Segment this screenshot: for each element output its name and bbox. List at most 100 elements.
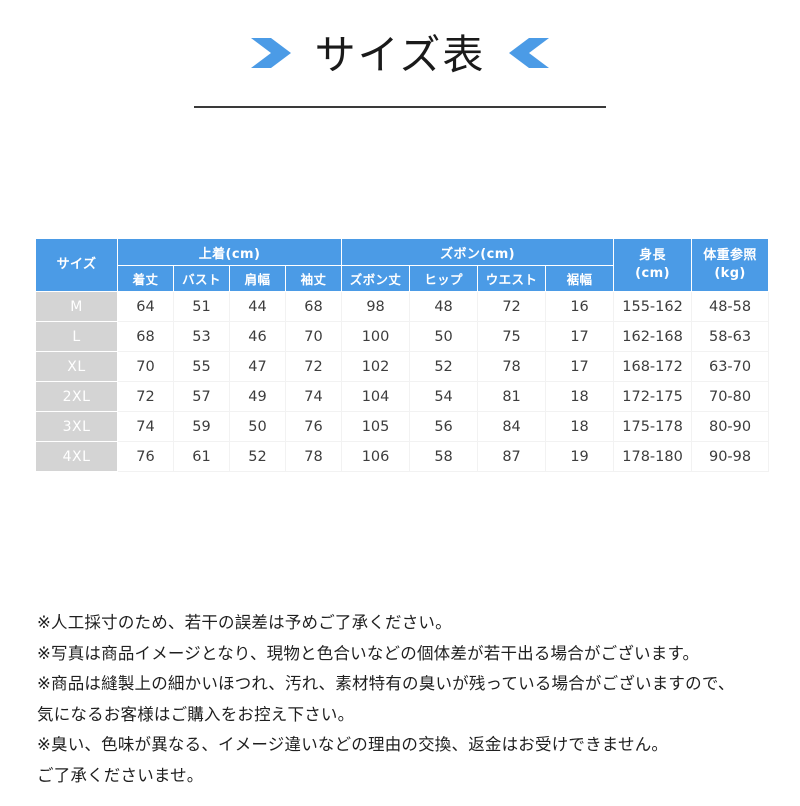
cell: 58 [409, 441, 479, 472]
cell: 18 [545, 381, 615, 412]
cell: 72 [117, 381, 174, 412]
cell: 55 [173, 351, 230, 382]
note-line: ※人工採寸のため、若干の誤差は予めご了承ください。 [37, 613, 452, 632]
table-row: XL 70 55 47 72 102 52 78 17 168-172 63-7… [35, 351, 770, 382]
cell: 68 [284, 291, 343, 322]
cell: 49 [229, 381, 286, 412]
cell: 44 [229, 291, 286, 322]
table-row: L 68 53 46 70 100 50 75 17 162-168 58-63 [35, 321, 770, 352]
note-line: ※商品は縫製上の細かいほつれ、汚れ、素材特有の臭いが残っている場合がございますの… [37, 674, 735, 694]
table-row: 3XL 74 59 50 76 105 56 84 18 175-178 80-… [35, 411, 770, 442]
header-sub-3: 袖丈 [284, 265, 343, 292]
cell: 78 [284, 441, 343, 472]
header-sub-5: ヒップ [409, 265, 479, 292]
cell: 90-98 [691, 441, 770, 472]
row-size-label: M [35, 291, 118, 322]
cell: 162-168 [613, 321, 693, 352]
note-line: ご了承くださいませ。 [37, 765, 204, 785]
cell: 18 [545, 411, 615, 442]
note-line: ※写真は商品イメージとなり、現物と色合いなどの個体差が若干出る場合がございます。 [37, 643, 700, 663]
header-group-bottom: ズボン(cm) [341, 238, 615, 266]
cell: 57 [173, 381, 230, 412]
cell: 51 [173, 291, 230, 322]
cell: 17 [545, 351, 615, 382]
header-sub-2: 肩幅 [229, 265, 286, 292]
cell: 50 [409, 321, 479, 352]
cell: 100 [341, 321, 411, 352]
chevron-right-icon [249, 34, 293, 76]
cell: 63-70 [691, 351, 770, 382]
title-row: サイズ表 [249, 26, 552, 84]
cell: 84 [477, 411, 547, 442]
header-height-line2: (cm) [635, 266, 670, 281]
cell: 72 [284, 351, 343, 382]
row-size-label: 4XL [35, 441, 118, 472]
header-row-group: サイズ 上着(cm) ズボン(cm) 身長 (cm) 体重参照 (kg) [35, 238, 770, 292]
table-row: 4XL 76 61 52 78 106 58 87 19 178-180 90-… [35, 441, 770, 472]
header-weight-line1: 体重参照 [703, 248, 757, 264]
cell: 47 [229, 351, 286, 382]
cell: 175-178 [613, 411, 693, 442]
cell: 72 [477, 291, 547, 322]
cell: 75 [477, 321, 547, 352]
cell: 70 [117, 351, 174, 382]
cell: 76 [117, 441, 174, 472]
table-body: M 64 51 44 68 98 48 72 16 155-162 48-58 … [35, 291, 770, 472]
cell: 178-180 [613, 441, 693, 472]
row-size-label: XL [35, 351, 118, 382]
header-sub-0: 着丈 [117, 265, 174, 292]
title-block: サイズ表 [0, 0, 800, 108]
cell: 155-162 [613, 291, 693, 322]
cell: 19 [545, 441, 615, 472]
page-title: サイズ表 [314, 30, 486, 79]
cell: 81 [477, 381, 547, 412]
table-row: M 64 51 44 68 98 48 72 16 155-162 48-58 [35, 291, 770, 322]
header-height: 身長 (cm) [613, 238, 693, 292]
size-table: サイズ 上着(cm) ズボン(cm) 身長 (cm) 体重参照 (kg) 着丈 … [35, 238, 770, 472]
cell: 102 [341, 351, 411, 382]
header-weight: 体重参照 (kg) [691, 238, 770, 292]
cell: 56 [409, 411, 479, 442]
cell: 76 [284, 411, 343, 442]
cell: 58-63 [691, 321, 770, 352]
cell: 74 [284, 381, 343, 412]
note-line: 気になるお客様はご購入をお控え下さい。 [37, 704, 355, 724]
row-size-label: L [35, 321, 118, 352]
header-sub-6: ウエスト [477, 265, 547, 292]
cell: 172-175 [613, 381, 693, 412]
notes-block: ※人工採寸のため、若干の誤差は予めご了承ください。 ※写真は商品イメージとなり、… [37, 608, 777, 791]
header-sub-7: 裾幅 [545, 265, 615, 292]
cell: 16 [545, 291, 615, 322]
header-size: サイズ [35, 238, 118, 292]
cell: 48 [409, 291, 479, 322]
header-sub-4: ズボン丈 [341, 265, 411, 292]
cell: 74 [117, 411, 174, 442]
header-height-line1: 身長 [639, 248, 666, 264]
cell: 52 [409, 351, 479, 382]
header-group-top: 上着(cm) [116, 238, 343, 266]
cell: 64 [117, 291, 174, 322]
cell: 59 [173, 411, 230, 442]
cell: 70-80 [691, 381, 770, 412]
header-sub-1: バスト [173, 265, 230, 292]
chevron-left-icon [507, 34, 551, 76]
cell: 80-90 [691, 411, 770, 442]
header-weight-line2: (kg) [714, 266, 746, 281]
cell: 46 [229, 321, 286, 352]
cell: 104 [341, 381, 411, 412]
title-divider [194, 106, 606, 108]
cell: 106 [341, 441, 411, 472]
header-row-sub: 着丈 バスト 肩幅 袖丈 ズボン丈 ヒップ ウエスト 裾幅 [36, 265, 769, 292]
size-table-wrapper: サイズ 上着(cm) ズボン(cm) 身長 (cm) 体重参照 (kg) 着丈 … [35, 238, 770, 472]
cell: 78 [477, 351, 547, 382]
row-size-label: 2XL [35, 381, 118, 412]
cell: 87 [477, 441, 547, 472]
row-size-label: 3XL [35, 411, 118, 442]
cell: 70 [284, 321, 343, 352]
cell: 54 [409, 381, 479, 412]
cell: 53 [173, 321, 230, 352]
table-head: サイズ 上着(cm) ズボン(cm) 身長 (cm) 体重参照 (kg) 着丈 … [35, 238, 770, 292]
cell: 168-172 [613, 351, 693, 382]
cell: 50 [229, 411, 286, 442]
note-line: ※臭い、色味が異なる、イメージ違いなどの理由の交換、返金はお受けできません。 [37, 735, 669, 755]
